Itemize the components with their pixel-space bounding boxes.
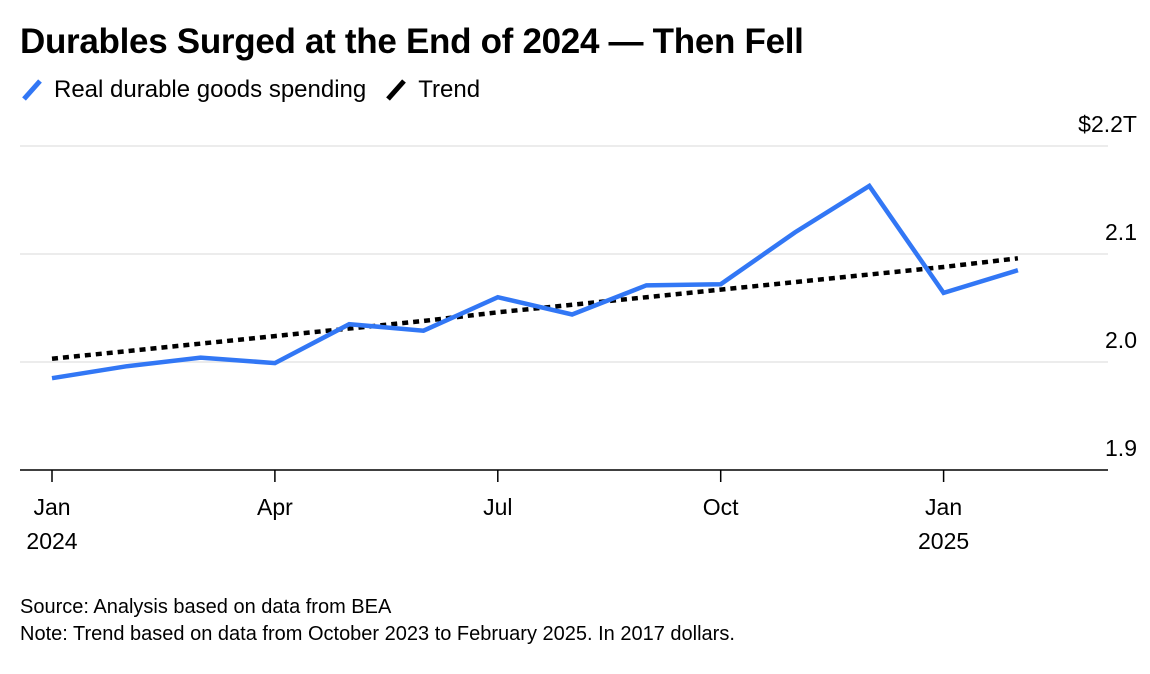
- x-tick-label-3: Oct: [703, 494, 739, 520]
- legend: Real durable goods spending Trend: [20, 74, 498, 106]
- legend-swatch-spending: [22, 79, 42, 101]
- legend-label-trend: Trend: [418, 76, 481, 103]
- x-tick-label-0: Jan: [33, 494, 70, 520]
- source-note: Source: Analysis based on data from BEA: [20, 596, 392, 618]
- x-tick-year-0: 2024: [26, 528, 77, 554]
- series-line-spending: [51, 182, 1019, 381]
- y-tick-label-1: 2.1: [1105, 219, 1137, 245]
- chart-title: Durables Surged at the End of 2024 — The…: [20, 22, 804, 61]
- x-tick-label-4: Jan: [925, 494, 962, 520]
- chart-footer: Source: Analysis based on data from BEA …: [20, 594, 735, 648]
- legend-label-spending: Real durable goods spending: [54, 76, 367, 103]
- series-line-trend: [51, 256, 1019, 361]
- y-tick-label-3: 1.9: [1105, 435, 1137, 461]
- legend-item-trend: Trend: [384, 76, 480, 104]
- legend-item-spending: Real durable goods spending: [20, 76, 366, 104]
- legend-swatch-trend: [386, 79, 407, 101]
- x-tick-label-1: Apr: [257, 494, 293, 520]
- methodology-note: Note: Trend based on data from October 2…: [20, 623, 735, 645]
- y-tick-label-0: $2.2T: [1078, 111, 1137, 137]
- line-chart: $2.2T 2.1 2.0 1.9 Jan 2024 Apr Jul Oct Jan 2025: [20, 111, 1137, 554]
- x-tick-year-4: 2025: [918, 528, 969, 554]
- x-tick-label-2: Jul: [483, 494, 512, 520]
- y-tick-label-2: 2.0: [1105, 327, 1137, 353]
